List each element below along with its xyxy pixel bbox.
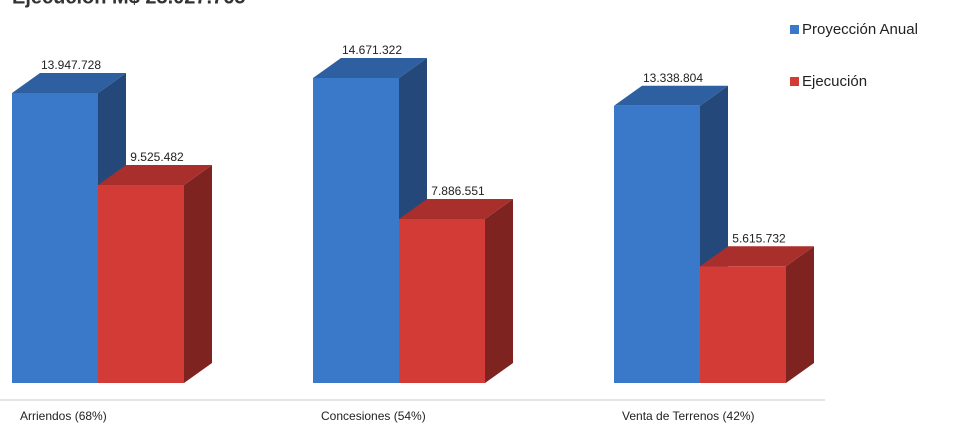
bar-face	[98, 184, 184, 383]
bar	[399, 199, 513, 383]
bar	[700, 246, 814, 383]
x-tick-label: Concesiones (54%)	[321, 409, 426, 423]
value-label: 13.947.728	[41, 58, 101, 72]
bar-face	[313, 78, 399, 383]
bar-face	[614, 105, 700, 383]
x-tick-label: Venta de Terrenos (42%)	[622, 409, 755, 423]
bar-face	[700, 246, 814, 267]
bar-face	[485, 199, 513, 383]
value-label: 9.525.482	[130, 150, 184, 164]
bar-face	[12, 93, 98, 383]
value-label: 7.886.551	[431, 184, 485, 198]
bar-face	[700, 266, 786, 383]
bar	[98, 164, 212, 383]
bar-face	[786, 246, 814, 383]
bar-face	[12, 73, 126, 94]
value-label: 5.615.732	[732, 231, 786, 245]
bar-face	[313, 58, 427, 78]
legend-label: Proyección Anual	[802, 21, 918, 38]
legend-swatch	[790, 77, 799, 86]
x-tick-label: Arriendos (68%)	[20, 409, 107, 423]
chart-title: Ejecución M$ 23.027.765	[12, 0, 245, 8]
bar-face	[399, 219, 485, 383]
bar-face	[614, 85, 728, 106]
legend-label: Ejecución	[802, 73, 867, 90]
value-label: 14.671.322	[342, 43, 402, 57]
bar-face	[184, 164, 212, 383]
legend-swatch	[790, 25, 799, 34]
bar-face	[399, 199, 513, 220]
value-label: 13.338.804	[643, 71, 703, 85]
bar-face	[98, 164, 212, 185]
